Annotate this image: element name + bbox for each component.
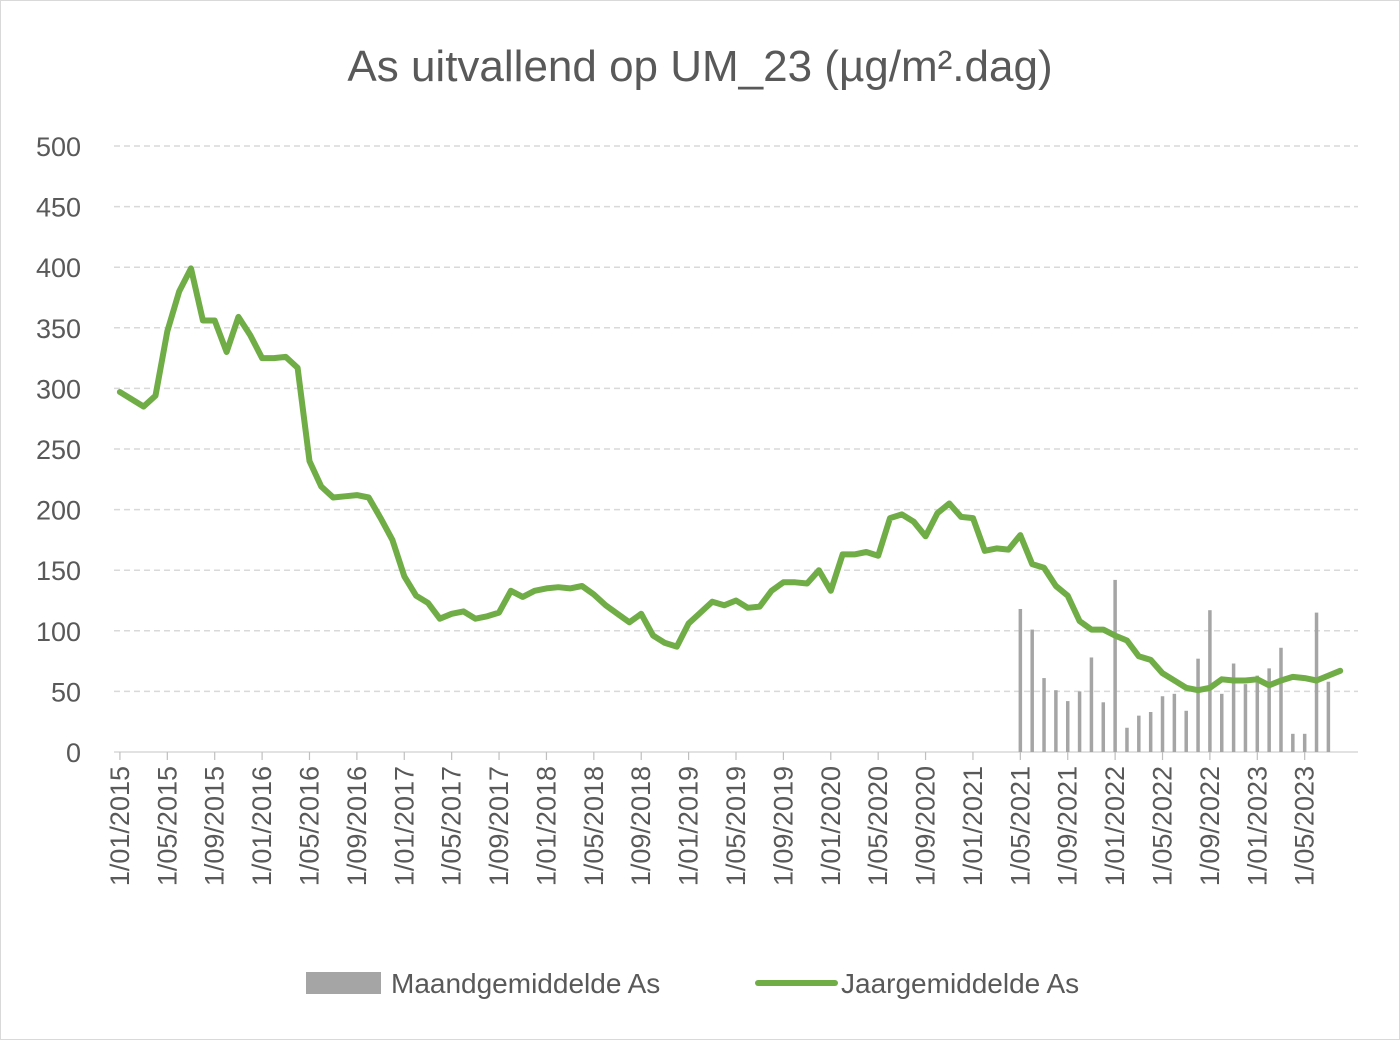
x-tick-label: 1/05/2023	[1290, 766, 1320, 886]
monthly-bar	[1172, 693, 1177, 752]
x-tick-label: 1/09/2022	[1195, 766, 1225, 886]
monthly-bar	[1302, 733, 1307, 752]
legend-swatch-monthly	[306, 972, 381, 994]
x-tick-label: 1/05/2021	[1005, 766, 1035, 886]
x-tick-label: 1/05/2020	[863, 766, 893, 886]
x-tick-label: 1/01/2018	[531, 766, 561, 886]
annual-line-layer	[116, 265, 1344, 694]
monthly-bar	[1255, 675, 1260, 752]
monthly-bar	[1326, 681, 1331, 752]
x-tick-label: 1/01/2016	[247, 766, 277, 886]
monthly-bar	[1148, 712, 1153, 752]
legend-label-annual: Jaargemiddelde As	[841, 968, 1079, 999]
monthly-bar	[1042, 678, 1046, 752]
monthly-bar	[1089, 657, 1094, 752]
y-tick-label: 350	[36, 314, 81, 344]
monthly-bar	[1291, 733, 1295, 752]
x-tick-label: 1/05/2019	[721, 766, 751, 886]
y-tick-label: 0	[66, 738, 81, 768]
monthly-bar	[1267, 668, 1271, 752]
x-tick-label: 1/09/2019	[768, 766, 798, 886]
x-tick-label: 1/01/2019	[674, 766, 704, 886]
monthly-bar	[1125, 727, 1129, 752]
y-tick-label: 250	[36, 435, 81, 465]
monthly-bar	[1184, 710, 1188, 752]
x-tick-label: 1/09/2018	[626, 766, 656, 886]
x-tick-label: 1/05/2016	[294, 766, 324, 886]
x-tick-label: 1/05/2015	[152, 766, 182, 886]
x-tick-label: 1/09/2017	[484, 766, 514, 886]
x-tick-label: 1/09/2021	[1053, 766, 1083, 886]
monthly-bar	[1113, 579, 1117, 752]
y-tick-label: 150	[36, 556, 81, 586]
annual-average-line	[116, 265, 1344, 694]
y-tick-label: 500	[36, 132, 81, 162]
monthly-bar	[1231, 663, 1236, 752]
x-tick-label: 1/09/2016	[342, 766, 372, 886]
monthly-bar	[1220, 693, 1224, 752]
grid-layer	[114, 145, 1358, 753]
monthly-bar	[1101, 702, 1106, 752]
legend: Maandgemiddelde As Jaargemiddelde As	[306, 968, 1079, 999]
y-tick-label: 450	[36, 193, 81, 223]
x-tick-label: 1/01/2022	[1100, 766, 1130, 886]
x-tick-label: 1/05/2022	[1148, 766, 1178, 886]
y-tick-label: 300	[36, 374, 81, 404]
legend-label-monthly: Maandgemiddelde As	[391, 968, 660, 999]
x-tick-label: 1/09/2015	[200, 766, 230, 886]
monthly-bars	[1018, 579, 1331, 752]
x-tick-label: 1/01/2020	[816, 766, 846, 886]
monthly-bar	[1030, 629, 1034, 752]
monthly-bar	[1065, 701, 1070, 752]
x-tick-label: 1/01/2017	[389, 766, 419, 886]
x-tick-label: 1/01/2015	[105, 766, 135, 886]
x-tick-label: 1/01/2021	[958, 766, 988, 886]
monthly-bar	[1018, 608, 1023, 752]
monthly-bar	[1279, 647, 1283, 752]
chart-title: As uitvallend op UM_23 (µg/m².dag)	[347, 42, 1052, 91]
monthly-bar	[1054, 690, 1058, 752]
monthly-bar	[1208, 610, 1212, 752]
x-tick-label: 1/01/2023	[1242, 766, 1272, 886]
x-tick-label: 1/05/2018	[579, 766, 609, 886]
monthly-bar	[1160, 696, 1165, 752]
monthly-bar	[1137, 715, 1141, 752]
x-tick-label: 1/09/2020	[911, 766, 941, 886]
monthly-bar	[1196, 658, 1200, 752]
x-axis-ticks: 1/01/2015 1/05/2015 1/09/2015 1/01/2016 1/05…	[105, 752, 1320, 886]
monthly-bar	[1243, 684, 1248, 752]
monthly-bar	[1077, 691, 1082, 752]
y-tick-label: 400	[36, 253, 81, 283]
y-tick-label: 50	[51, 677, 81, 707]
y-tick-label: 100	[36, 617, 81, 647]
y-tick-label: 200	[36, 496, 81, 526]
y-axis-ticks: 0 50 100 150 200 250 300 350 400 450 500	[36, 132, 81, 768]
x-tick-label: 1/05/2017	[437, 766, 467, 886]
